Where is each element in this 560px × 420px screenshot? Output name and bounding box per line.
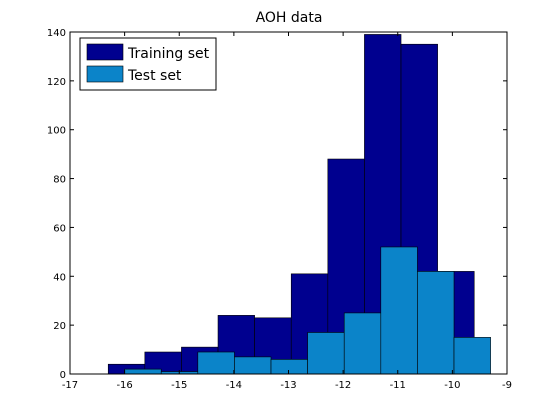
x-tick-label-1: -16 xyxy=(116,380,132,391)
bar-test-2 xyxy=(197,351,235,375)
bar-test-7 xyxy=(380,246,418,375)
y-tick-label-7: 140 xyxy=(47,28,66,39)
bar-test-9 xyxy=(453,337,491,375)
x-tick-label-4: -13 xyxy=(280,380,296,391)
x-tick-label-6: -11 xyxy=(390,380,406,391)
chart-title: AOH data xyxy=(256,10,323,26)
bar-test-3 xyxy=(234,356,272,375)
y-tick-label-1: 20 xyxy=(53,321,66,332)
y-tick-label-5: 100 xyxy=(47,126,66,137)
y-tick-label-0: 0 xyxy=(60,370,66,381)
bar-test-5 xyxy=(307,332,345,375)
x-tick-label-8: -9 xyxy=(502,380,512,391)
legend-label-training: Training set xyxy=(127,46,210,62)
bar-test-0 xyxy=(124,368,162,375)
x-tick-label-3: -14 xyxy=(226,380,242,391)
y-tick-label-4: 80 xyxy=(53,175,66,186)
y-tick-label-3: 60 xyxy=(53,223,66,234)
bar-test-4 xyxy=(270,359,308,375)
x-tick-label-5: -12 xyxy=(335,380,351,391)
bar-test-6 xyxy=(343,312,382,375)
legend-swatch-training xyxy=(86,43,124,61)
legend: Training set Test set xyxy=(79,37,217,91)
x-tick-label-0: -17 xyxy=(62,380,78,391)
ticks-layer: -17 -16 -15 -14 -13 -12 -11 -10 -9 0 20 40 60 80 100 12… xyxy=(47,28,512,391)
legend-label-test: Test set xyxy=(127,68,182,84)
x-tick-label-7: -10 xyxy=(444,380,460,391)
y-tick-label-2: 40 xyxy=(53,272,66,283)
x-tick-label-2: -15 xyxy=(171,380,187,391)
legend-swatch-test xyxy=(86,65,124,83)
bar-test-8 xyxy=(417,271,455,375)
y-tick-label-6: 120 xyxy=(47,77,66,88)
bars-layer xyxy=(107,34,491,375)
